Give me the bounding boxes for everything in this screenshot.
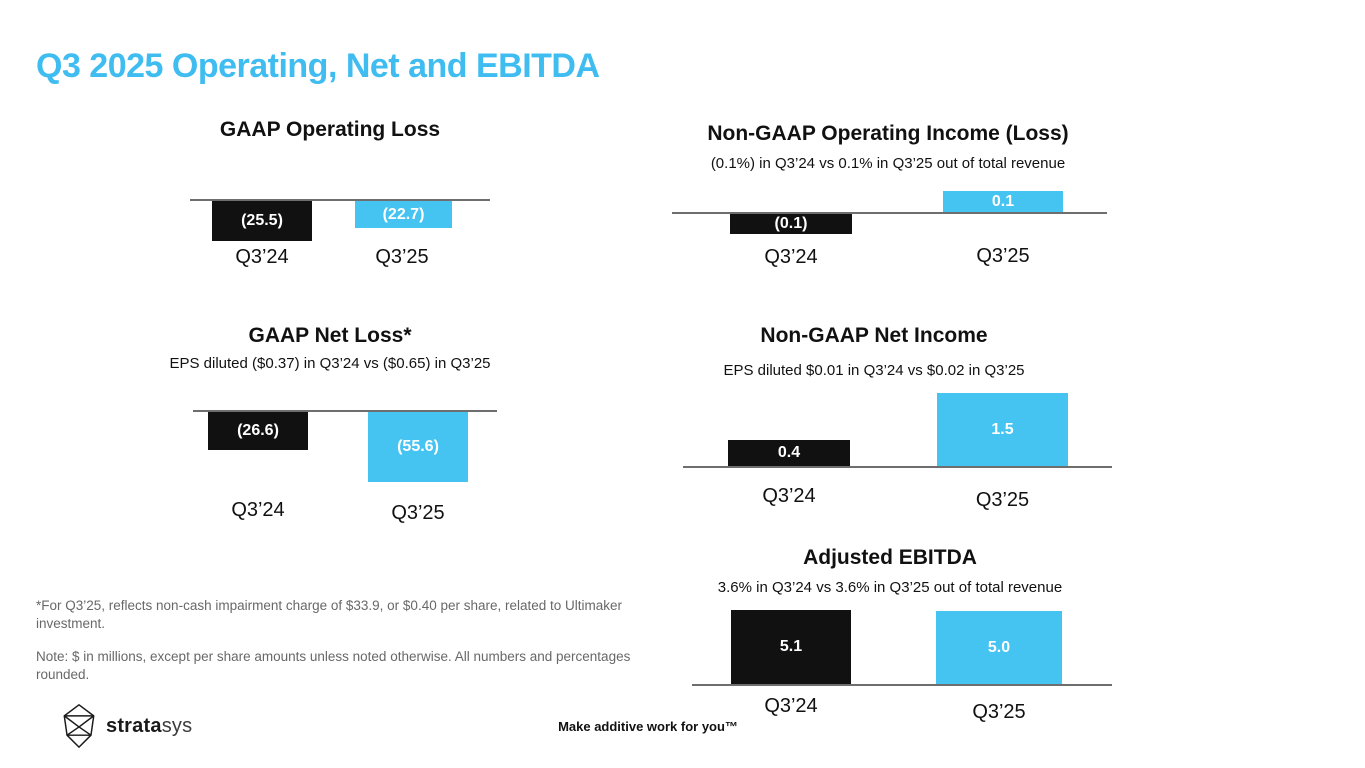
page-title: Q3 2025 Operating, Net and EBITDA xyxy=(36,47,600,85)
stratasys-wordmark: stratasys xyxy=(106,715,192,738)
bar-non-gaap-net-income-q324: 0.4 xyxy=(728,440,850,466)
chart-title-non-gaap-operating-income: Non-GAAP Operating Income (Loss) xyxy=(707,122,1069,145)
bar-value-label: 0.1 xyxy=(991,192,1015,210)
bar-adjusted-ebitda-q324: 5.1 xyxy=(731,610,851,684)
footnote-rounding: Note: $ in millions, except per share am… xyxy=(36,649,631,683)
stratasys-logo: stratasys xyxy=(60,703,192,749)
bar-adjusted-ebitda-q325: 5.0 xyxy=(936,611,1062,684)
bar-value-label: 1.5 xyxy=(991,420,1014,438)
axis-line xyxy=(692,684,1112,686)
axis-line xyxy=(683,466,1112,468)
chart-subtitle-adjusted-ebitda: 3.6% in Q3’24 vs 3.6% in Q3’25 out of to… xyxy=(717,579,1063,596)
chart-title-gaap-net-loss: GAAP Net Loss* xyxy=(248,324,412,347)
tagline: Make additive work for you™ xyxy=(558,719,738,734)
category-label-q325: Q3’25 xyxy=(375,246,429,268)
axis-line xyxy=(672,212,1107,214)
category-label-q324: Q3’24 xyxy=(764,695,818,717)
bar-value-label: 5.0 xyxy=(987,638,1011,656)
bar-non-gaap-operating-income-q325: 0.1 xyxy=(943,191,1063,212)
bar-gaap-operating-loss-q324: (25.5) xyxy=(212,201,312,241)
footnote-impairment: *For Q3’25, reflects non-cash impairment… xyxy=(36,598,623,632)
chart-subtitle-gaap-net-loss: EPS diluted ($0.37) in Q3’24 vs ($0.65) … xyxy=(169,355,491,372)
category-label-q325: Q3’25 xyxy=(972,701,1026,723)
category-label-q324: Q3’24 xyxy=(762,485,816,507)
chart-title-non-gaap-net-income: Non-GAAP Net Income xyxy=(760,324,988,347)
bar-non-gaap-net-income-q325: 1.5 xyxy=(937,393,1068,466)
axis-line xyxy=(193,410,497,412)
chart-title-adjusted-ebitda: Adjusted EBITDA xyxy=(803,546,977,569)
bar-value-label: (26.6) xyxy=(237,422,279,439)
bar-value-label: (22.7) xyxy=(382,205,425,223)
bar-value-label: (55.6) xyxy=(397,438,439,455)
wordmark-sys: sys xyxy=(161,714,193,737)
chart-subtitle-non-gaap-operating-income: (0.1%) in Q3’24 vs 0.1% in Q3’25 out of … xyxy=(710,155,1066,172)
bar-value-label: (25.5) xyxy=(241,212,283,229)
category-label-q325: Q3’25 xyxy=(975,489,1030,511)
category-label-q325: Q3’25 xyxy=(976,245,1030,267)
bar-value-label: 5.1 xyxy=(779,638,803,655)
chart-subtitle-non-gaap-net-income: EPS diluted $0.01 in Q3’24 vs $0.02 in Q… xyxy=(723,362,1025,379)
chart-title-gaap-operating-loss: GAAP Operating Loss xyxy=(219,118,441,141)
bar-gaap-net-loss-q325: (55.6) xyxy=(368,412,468,482)
bar-gaap-net-loss-q324: (26.6) xyxy=(208,412,308,450)
category-label-q324: Q3’24 xyxy=(764,246,818,268)
category-label-q325: Q3’25 xyxy=(391,502,445,524)
bar-value-label: 0.4 xyxy=(777,444,801,461)
category-label-q324: Q3’24 xyxy=(231,499,285,521)
bar-gaap-operating-loss-q325: (22.7) xyxy=(355,201,452,228)
wordmark-strata: strata xyxy=(106,714,162,737)
bar-value-label: (0.1) xyxy=(774,215,808,232)
category-label-q324: Q3’24 xyxy=(235,246,289,268)
bar-non-gaap-operating-income-q324: (0.1) xyxy=(730,214,852,234)
stratasys-origami-icon xyxy=(60,703,98,749)
axis-line xyxy=(190,199,490,201)
